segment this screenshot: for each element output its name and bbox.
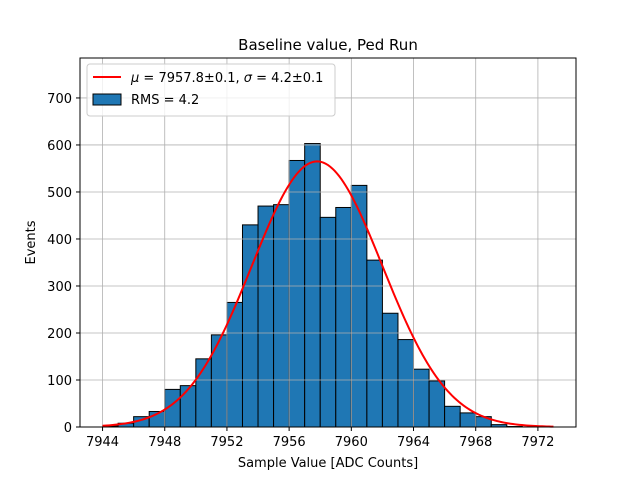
y-tick-label: 500 <box>47 186 72 201</box>
legend-sigma-value: = 4.2±0.1 <box>252 71 323 86</box>
x-tick-label: 7960 <box>335 435 368 450</box>
y-axis-label: Events <box>24 220 39 264</box>
histogram-bar <box>319 216 337 428</box>
histogram-bar <box>179 385 197 428</box>
histogram-bar <box>210 334 228 428</box>
histogram-bar <box>381 312 399 428</box>
histogram-bar <box>444 405 461 428</box>
histogram-bar <box>273 204 290 428</box>
x-axis-label: Sample Value [ADC Counts] <box>238 456 418 471</box>
legend-mu-symbol: μ <box>130 71 139 86</box>
legend-fit-label: μ = 7957.8±0.1, σ = 4.2±0.1 <box>130 71 323 86</box>
x-tick-label: 7952 <box>210 435 243 450</box>
legend-rms-label: RMS = 4.2 <box>131 93 199 108</box>
grid-lines <box>80 58 576 428</box>
y-tick-label: 100 <box>47 374 72 389</box>
legend-rms-swatch <box>92 93 122 106</box>
gaussian-fit-curve <box>102 160 554 428</box>
y-tick-label: 300 <box>47 280 72 295</box>
x-tick-label: 7964 <box>397 435 430 450</box>
chart-title: Baseline value, Ped Run <box>238 36 418 54</box>
y-tick-label: 200 <box>47 327 72 342</box>
axes-frame <box>79 57 577 428</box>
x-tick-label: 7972 <box>521 435 554 450</box>
histogram-bar <box>459 412 477 428</box>
x-tick-label: 7944 <box>86 435 119 450</box>
legend-box <box>86 63 336 117</box>
y-tick-label: 400 <box>47 233 72 248</box>
y-axis-ticks: 0 100 200 300 400 500 600 700 <box>47 92 80 436</box>
histogram-bar <box>288 159 306 428</box>
histogram-bar <box>413 368 430 428</box>
y-tick-label: 0 <box>64 421 72 436</box>
x-axis-ticks: 7944 7948 7952 7956 7960 7964 7968 7972 <box>86 427 554 450</box>
y-tick-label: 700 <box>47 92 72 107</box>
legend-mu-value: = 7957.8±0.1, <box>139 71 243 86</box>
x-tick-label: 7948 <box>148 435 181 450</box>
x-tick-label: 7968 <box>459 435 492 450</box>
histogram-bar <box>335 206 352 428</box>
histogram-bars <box>102 143 523 428</box>
histogram-bar <box>366 259 383 428</box>
histogram-bar <box>428 380 446 428</box>
histogram-bar <box>304 143 321 428</box>
legend: μ = 7957.8±0.1, σ = 4.2±0.1 RMS = 4.2 <box>86 63 336 117</box>
histogram-bar <box>397 339 415 428</box>
y-tick-label: 600 <box>47 139 72 154</box>
legend-sigma-symbol: σ <box>244 71 253 86</box>
x-tick-label: 7956 <box>273 435 306 450</box>
